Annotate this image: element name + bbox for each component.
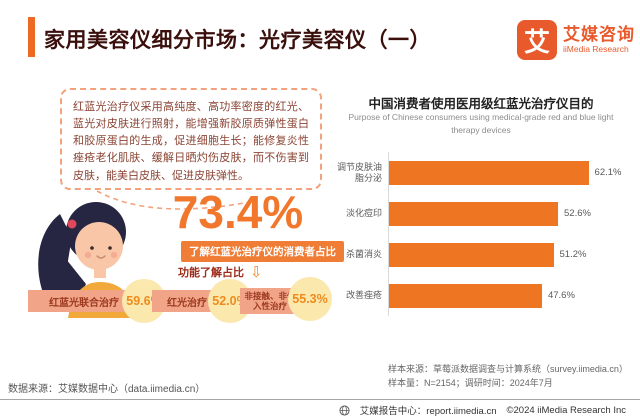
chart-subtitle: Purpose of Chinese consumers using medic… bbox=[348, 112, 614, 135]
chip-non-invasive: 非接触、非侵入性治疗 55.3% bbox=[240, 277, 332, 321]
bar bbox=[389, 160, 589, 185]
bar-area: 62.1% bbox=[388, 152, 630, 193]
bar bbox=[389, 242, 554, 267]
bar-row: 调节皮肤油脂分泌 62.1% bbox=[330, 152, 630, 193]
big-stat-value: 73.4% bbox=[172, 186, 304, 238]
stat-badge: 了解红蓝光治疗仪的消费者占比 bbox=[181, 241, 344, 262]
report-center-text: 艾媒报告中心：report.iimedia.cn bbox=[359, 406, 497, 416]
bar-value-label: 47.6% bbox=[547, 290, 575, 301]
chip-label: 红蓝光联合治疗 bbox=[49, 297, 119, 309]
chip-red-light-therapy: 红光治疗 52.0% bbox=[152, 279, 252, 323]
logo-brand-cn: 艾媒咨询 bbox=[563, 24, 635, 44]
bar-value-label: 52.6% bbox=[564, 208, 591, 219]
bar bbox=[389, 201, 559, 226]
title-accent-bar bbox=[28, 17, 35, 57]
bar-area: 52.6% bbox=[388, 193, 630, 234]
footer: 艾媒报告中心：report.iimedia.cn ©2024 iiMedia R… bbox=[339, 403, 626, 416]
bar-area: 51.2% bbox=[388, 234, 630, 275]
bubble-tail-dashed-curve bbox=[96, 190, 256, 210]
chip-label: 红光治疗 bbox=[167, 297, 207, 309]
function-awareness-row: 功能了解占比 ⇩ bbox=[178, 264, 263, 280]
bar bbox=[389, 283, 542, 308]
logo-brand-en: iiMedia Research bbox=[563, 43, 629, 54]
sample-size: 样本量：N=2154；调研时间：2024年7月 bbox=[388, 378, 553, 389]
iimedia-logo-icon: 艾 bbox=[517, 20, 557, 60]
down-arrow-icon: ⇩ bbox=[250, 263, 263, 281]
data-source: 数据来源：艾媒数据中心（data.iimedia.cn） bbox=[8, 384, 206, 395]
globe-icon bbox=[339, 404, 350, 416]
bar-category-label: 淡化痘印 bbox=[345, 208, 382, 219]
bar-area: 47.6% bbox=[388, 275, 630, 316]
sample-notes: 样本来源：草莓派数据调查与计算系统（survey.iimedia.cn） 样本量… bbox=[388, 362, 628, 391]
footer-divider bbox=[0, 399, 640, 400]
bar-chart: 调节皮肤油脂分泌 62.1% 淡化痘印 52.6% 杀菌消炎 51.2% 改善痤… bbox=[330, 152, 630, 316]
description-bubble: 红蓝光治疗仪采用高纯度、高功率密度的红光、蓝光对皮肤进行照射，能增强新胶原质弹性… bbox=[60, 88, 322, 190]
chip-value-circle: 55.3% bbox=[288, 277, 332, 321]
page-title: 家用美容仪细分市场：光疗美容仪（一） bbox=[44, 29, 431, 52]
bar-row: 改善痤疮 47.6% bbox=[330, 275, 630, 316]
bar-category-label: 调节皮肤油脂分泌 bbox=[336, 162, 382, 183]
function-awareness-label: 功能了解占比 bbox=[178, 267, 244, 279]
copyright-text: ©2024 iiMedia Research Inc bbox=[506, 404, 626, 416]
bar-value-label: 51.2% bbox=[559, 249, 587, 260]
iimedia-logo: 艾 艾媒咨询 iiMedia Research bbox=[517, 20, 635, 60]
bar-category-label: 改善痤疮 bbox=[345, 290, 382, 301]
bar-row: 淡化痘印 52.6% bbox=[330, 193, 630, 234]
bar-category-label: 杀菌消炎 bbox=[345, 249, 382, 260]
chip-combined-therapy: 红蓝光联合治疗 59.6% bbox=[28, 279, 166, 323]
sample-source: 样本来源：草莓派数据调查与计算系统（survey.iimedia.cn） bbox=[388, 364, 628, 374]
chip-label: 非接触、非侵入性治疗 bbox=[244, 290, 296, 311]
bar-value-label: 62.1% bbox=[594, 167, 622, 178]
chart-title: 中国消费者使用医用级红蓝光治疗仪目的 bbox=[368, 97, 594, 111]
bar-row: 杀菌消炎 51.2% bbox=[330, 234, 630, 275]
